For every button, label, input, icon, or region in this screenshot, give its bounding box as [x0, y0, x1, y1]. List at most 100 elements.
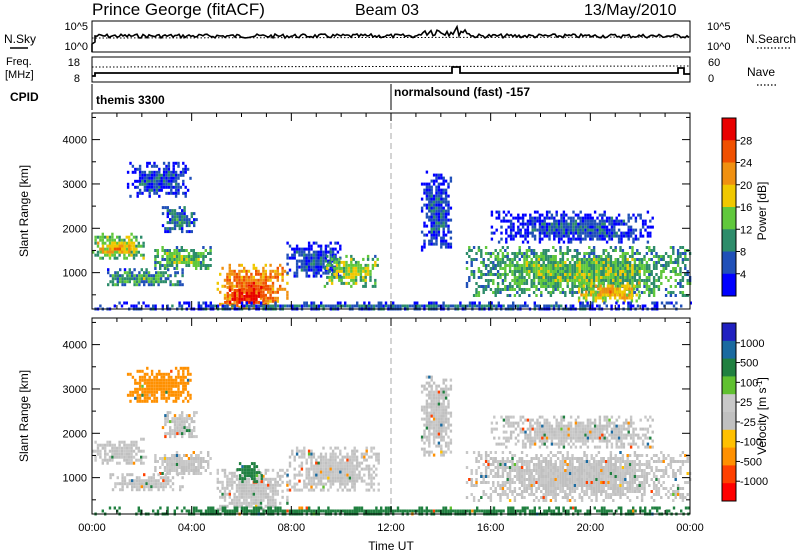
- heatmap-cell: [319, 479, 323, 483]
- heatmap-cell: [148, 390, 151, 394]
- heatmap-cell: [167, 170, 171, 174]
- heatmap-cell: [305, 473, 308, 477]
- heatmap-cell: [307, 449, 311, 453]
- heatmap-cell: [428, 393, 431, 397]
- heatmap-cell: [171, 209, 174, 213]
- heatmap-cell: [195, 255, 198, 258]
- heatmap-cell: [584, 225, 587, 229]
- heatmap-cell: [505, 219, 508, 223]
- heatmap-cell: [576, 285, 579, 288]
- heatmap-cell: [174, 173, 178, 177]
- heatmap-cell: [171, 488, 175, 492]
- heatmap-cell: [130, 446, 133, 450]
- heatmap-cell: [535, 273, 538, 276]
- heatmap-cell: [192, 451, 195, 454]
- heatmap-cell: [650, 273, 653, 276]
- heatmap-cell: [150, 485, 153, 489]
- heatmap-cell: [221, 284, 224, 288]
- cpid-label: CPID: [10, 90, 39, 104]
- heatmap-cell: [166, 469, 169, 472]
- heatmap-cell: [250, 486, 253, 490]
- heatmap-cell: [286, 290, 289, 294]
- heatmap-cell: [181, 426, 184, 430]
- heatmap-cell: [248, 474, 251, 478]
- heatmap-cell: [442, 396, 445, 400]
- heatmap-cell: [508, 261, 512, 264]
- heatmap-cell: [489, 267, 493, 270]
- heatmap-cell: [580, 288, 584, 291]
- heatmap-cell: [377, 301, 380, 305]
- heatmap-cell: [435, 236, 438, 240]
- heatmap-cell: [150, 280, 153, 284]
- heatmap-cell: [197, 258, 200, 261]
- heatmap-cell: [143, 387, 147, 391]
- heatmap-cell: [552, 255, 555, 258]
- heatmap-cell: [669, 255, 673, 258]
- heatmap-cell: [169, 479, 172, 483]
- heatmap-cell: [326, 254, 329, 258]
- heatmap-cell: [182, 173, 185, 177]
- heatmap-cell: [252, 486, 255, 490]
- heatmap-cell: [269, 304, 272, 308]
- heatmap-cell: [598, 234, 602, 238]
- heatmap-cell: [233, 284, 236, 288]
- heatmap-cell: [607, 255, 610, 258]
- heatmap-cell: [638, 264, 641, 267]
- heatmap-cell: [245, 284, 248, 288]
- colorbar-tick-label: 28: [740, 135, 752, 147]
- heatmap-cell: [508, 270, 512, 273]
- heatmap-cell: [128, 443, 131, 447]
- heatmap-cell: [650, 288, 653, 291]
- heatmap-cell: [276, 489, 279, 493]
- heatmap-cell: [628, 264, 632, 267]
- heatmap-cell: [655, 261, 658, 264]
- heatmap-cell: [552, 267, 555, 270]
- heatmap-cell: [440, 444, 443, 448]
- heatmap-cell: [153, 170, 156, 174]
- heatmap-cell: [136, 399, 139, 403]
- heatmap-cell: [165, 381, 168, 385]
- heatmap-cell: [113, 247, 117, 251]
- heatmap-cell: [502, 219, 506, 223]
- heatmap-cell: [525, 288, 529, 291]
- heatmap-cell: [340, 278, 343, 282]
- heatmap-cell: [178, 252, 181, 255]
- heatmap-cell: [331, 247, 335, 251]
- heatmap-cell: [253, 462, 256, 466]
- heatmap-cell: [529, 213, 532, 217]
- heatmap-cell: [157, 280, 160, 284]
- heatmap-cell: [627, 225, 630, 229]
- heatmap-cell: [171, 476, 175, 480]
- heatmap-cell: [154, 304, 157, 308]
- heatmap-cell: [178, 215, 181, 219]
- freq-tick-top: 18: [68, 57, 80, 69]
- heatmap-cell: [131, 473, 134, 477]
- heatmap-cell: [681, 276, 685, 279]
- heatmap-cell: [228, 278, 231, 282]
- heatmap-cell: [440, 414, 443, 418]
- heatmap-cell: [111, 449, 114, 453]
- heatmap-cell: [447, 203, 450, 207]
- heatmap-cell: [329, 482, 332, 486]
- heatmap-cell: [123, 455, 126, 459]
- heatmap-cell: [432, 236, 436, 240]
- heatmap-cell: [160, 390, 163, 394]
- heatmap-cell: [430, 221, 433, 225]
- heatmap-cell: [327, 250, 330, 254]
- heatmap-cell: [228, 263, 231, 267]
- heatmap-cell: [497, 304, 500, 308]
- heatmap-cell: [298, 470, 301, 474]
- heatmap-cell: [430, 426, 433, 430]
- heatmap-cell: [351, 452, 354, 456]
- heatmap-cell: [437, 393, 441, 397]
- heatmap-cell: [269, 501, 272, 505]
- heatmap-cell: [156, 255, 159, 258]
- heatmap-cell: [564, 291, 567, 294]
- heatmap-cell: [600, 270, 603, 273]
- heatmap-cell: [584, 231, 587, 235]
- heatmap-cell: [286, 271, 289, 275]
- heatmap-cell: [262, 285, 265, 289]
- heatmap-cell: [598, 213, 602, 217]
- heatmap-cell: [271, 504, 275, 508]
- heatmap-cell: [362, 278, 365, 282]
